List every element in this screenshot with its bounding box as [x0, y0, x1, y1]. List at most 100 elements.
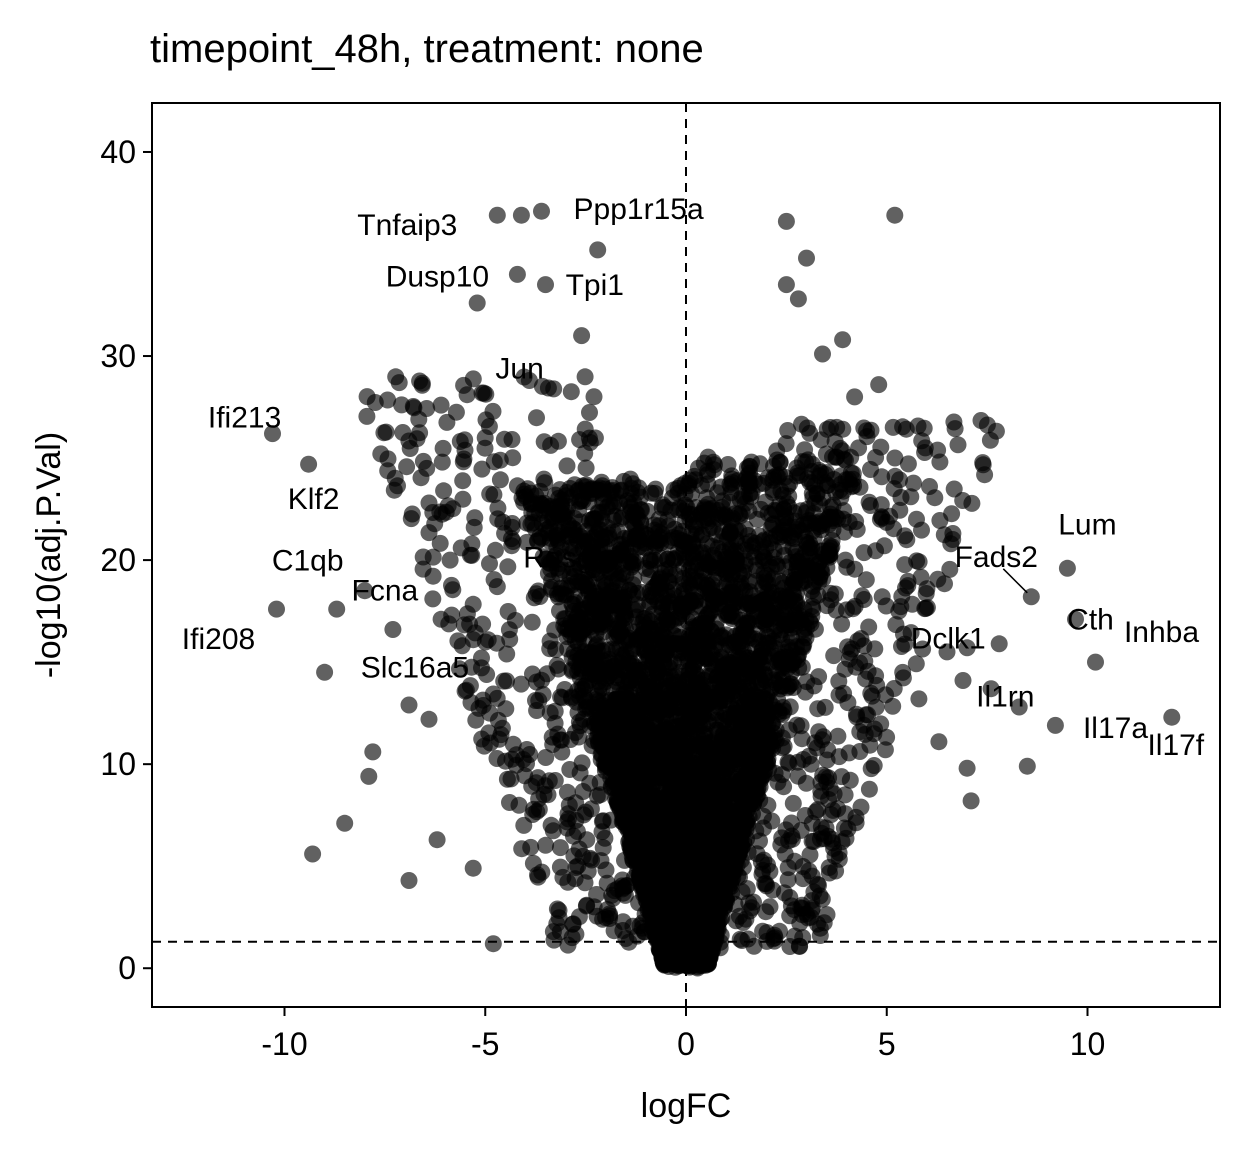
data-point [800, 862, 818, 880]
data-point [538, 665, 556, 683]
data-point [576, 368, 594, 386]
data-point [894, 418, 912, 436]
data-point [424, 567, 442, 585]
data-point [542, 816, 560, 834]
data-point [682, 934, 699, 952]
data-point [729, 867, 747, 885]
data-point [835, 819, 853, 837]
data-point [750, 527, 768, 545]
data-point [418, 459, 436, 477]
data-point [833, 615, 851, 633]
data-point [616, 851, 633, 869]
data-point [741, 464, 759, 482]
data-point [685, 739, 703, 757]
data-point [775, 579, 792, 597]
data-point [551, 602, 568, 620]
data-point [832, 475, 850, 493]
data-point [727, 844, 744, 862]
data-point [591, 786, 609, 804]
data-point [675, 682, 693, 700]
data-point [582, 548, 600, 566]
data-point [674, 569, 692, 587]
data-point [769, 691, 787, 708]
data-point [865, 757, 883, 774]
data-point [838, 601, 855, 619]
data-point [622, 767, 640, 784]
data-point [402, 510, 420, 528]
data-point [580, 572, 598, 590]
data-point [621, 710, 639, 728]
data-point [941, 560, 959, 578]
data-point [592, 751, 610, 769]
data-point [654, 953, 672, 971]
data-point [543, 572, 561, 590]
data-point [974, 456, 992, 474]
data-point [987, 422, 1005, 440]
data-point [420, 524, 438, 542]
data-point [537, 836, 555, 854]
data-point [861, 497, 879, 514]
data-point [536, 777, 554, 795]
data-point [473, 460, 491, 478]
data-point [647, 480, 665, 498]
data-point [467, 711, 485, 729]
data-point [703, 655, 721, 673]
data-point [738, 614, 756, 632]
data-point [630, 532, 648, 549]
data-point [760, 760, 778, 778]
data-point [578, 599, 596, 617]
data-point [896, 556, 914, 574]
data-point [444, 581, 462, 599]
data-point [410, 410, 428, 428]
data-point [931, 512, 949, 529]
data-point [454, 472, 472, 490]
data-point [748, 510, 766, 528]
data-point [618, 877, 636, 895]
data-point [393, 396, 411, 414]
data-point [779, 871, 797, 889]
data-point [488, 689, 506, 707]
data-point [669, 760, 687, 778]
data-point [747, 706, 764, 723]
data-point [637, 631, 655, 649]
data-point [638, 502, 656, 520]
data-point [817, 768, 835, 786]
data-point [611, 639, 629, 657]
data-point [699, 577, 717, 595]
data-point [475, 737, 493, 755]
data-point [705, 461, 723, 479]
data-point [643, 762, 661, 780]
data-point [567, 794, 585, 812]
data-point [525, 589, 543, 607]
data-point [625, 569, 643, 587]
data-point [816, 698, 834, 716]
data-point [814, 489, 832, 507]
data-point [585, 388, 603, 406]
data-point [570, 728, 588, 746]
data-point [715, 629, 733, 647]
data-point [658, 898, 676, 916]
data-point [784, 794, 802, 812]
data-point [663, 939, 681, 957]
data-point [793, 574, 811, 592]
data-point [857, 670, 875, 688]
data-point [558, 457, 576, 475]
data-point [745, 630, 763, 648]
data-point [784, 679, 802, 696]
data-point [905, 474, 922, 492]
data-point [946, 420, 964, 438]
data-point [782, 529, 800, 547]
data-point [820, 515, 838, 533]
data-point [491, 471, 509, 489]
data-point [852, 630, 870, 648]
data-point [606, 595, 623, 613]
data-point [451, 660, 468, 678]
data-point [801, 846, 819, 864]
data-point [596, 574, 614, 592]
data-point [617, 684, 635, 702]
data-point [530, 504, 548, 522]
data-point [379, 450, 397, 468]
data-point [618, 816, 636, 834]
data-point [485, 453, 503, 471]
data-point [692, 709, 710, 726]
